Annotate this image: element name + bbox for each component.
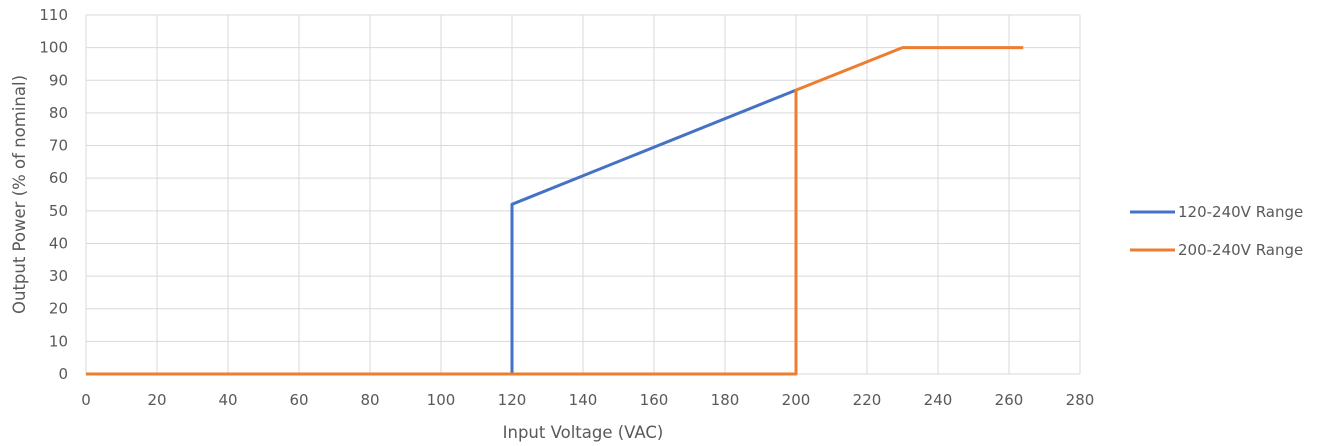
x-tick-label: 100 <box>427 391 456 409</box>
x-tick-label: 140 <box>569 391 598 409</box>
gridlines <box>85 14 1081 375</box>
y-tick-label: 70 <box>49 137 68 155</box>
y-tick-label: 110 <box>39 6 68 24</box>
x-tick-label: 220 <box>853 391 882 409</box>
y-tick-label: 100 <box>39 39 68 57</box>
y-tick-label: 20 <box>49 300 68 318</box>
x-tick-label: 180 <box>711 391 740 409</box>
x-tick-label: 260 <box>995 391 1024 409</box>
legend-label: 120-240V Range <box>1178 203 1303 221</box>
x-tick-label: 160 <box>640 391 669 409</box>
x-tick-label: 0 <box>81 391 91 409</box>
y-tick-labels: 0 10 20 30 40 50 60 70 80 90 100 110 <box>39 6 68 383</box>
y-tick-label: 60 <box>49 169 68 187</box>
y-tick-label: 10 <box>49 332 68 350</box>
x-tick-label: 120 <box>498 391 527 409</box>
y-tick-label: 0 <box>58 365 68 383</box>
x-tick-label: 40 <box>218 391 237 409</box>
legend-label: 200-240V Range <box>1178 241 1303 259</box>
series-lines <box>86 46 1024 376</box>
x-tick-label: 200 <box>782 391 811 409</box>
legend: 120-240V Range 200-240V Range <box>1130 203 1303 259</box>
x-tick-label: 60 <box>289 391 308 409</box>
x-tick-label: 240 <box>924 391 953 409</box>
x-tick-labels: 0 20 40 60 80 100 120 140 160 180 200 220 240 260 280 <box>81 391 1094 409</box>
x-tick-label: 280 <box>1066 391 1095 409</box>
y-tick-label: 80 <box>49 104 68 122</box>
x-tick-label: 20 <box>147 391 166 409</box>
y-axis-title: Output Power (% of nominal) <box>10 75 29 314</box>
y-tick-label: 30 <box>49 267 68 285</box>
series-line-2 <box>86 46 1024 376</box>
x-axis-title: Input Voltage (VAC) <box>503 423 664 442</box>
x-tick-label: 80 <box>360 391 379 409</box>
y-tick-label: 50 <box>49 202 68 220</box>
y-tick-label: 90 <box>49 71 68 89</box>
y-tick-label: 40 <box>49 234 68 252</box>
